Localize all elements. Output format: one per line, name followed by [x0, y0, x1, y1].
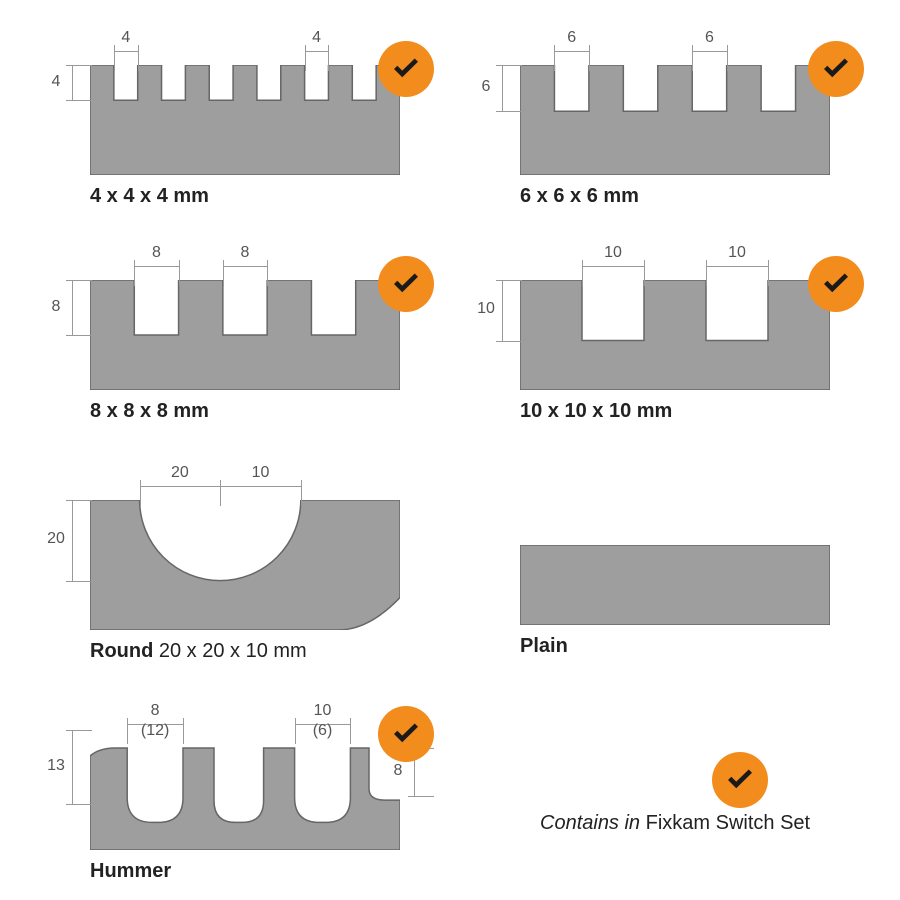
- legend-text: Contains in Fixkam Switch Set: [540, 812, 810, 835]
- dimension-label: 6: [557, 29, 587, 47]
- dimension-label: 4: [44, 73, 68, 91]
- dimension-label: 6: [474, 78, 498, 96]
- trowel-shape: [90, 65, 400, 175]
- trowel-shape: [520, 65, 830, 175]
- trowel-shape: [520, 545, 830, 625]
- dimension-label: 10: [598, 244, 628, 262]
- trowel-caption: Hummer: [90, 860, 171, 883]
- trowel-caption: 6 x 6 x 6 mm: [520, 185, 639, 208]
- dimension-label: 8: [386, 762, 410, 780]
- dimension-label: 20: [165, 464, 195, 482]
- trowel-caption: 10 x 10 x 10 mm: [520, 400, 672, 423]
- included-check-icon: [378, 41, 434, 97]
- legend-plain: Fixkam Switch Set: [646, 812, 810, 834]
- trowel-caption: Plain: [520, 635, 568, 658]
- included-check-icon: [378, 256, 434, 312]
- dimension-label: 20: [44, 530, 68, 548]
- dimension-label: 8: [230, 244, 260, 262]
- dimension-label: 10: [722, 244, 752, 262]
- dimension-label: 10: [474, 300, 498, 318]
- trowel-caption: 8 x 8 x 8 mm: [90, 400, 209, 423]
- dimension-label: 13: [44, 757, 68, 775]
- dimension-label: 10: [308, 702, 338, 720]
- dimension-label: 8: [140, 702, 170, 720]
- dimension-label: 6: [694, 29, 724, 47]
- legend-italic: Contains in: [540, 812, 646, 834]
- trowel-shape: [90, 280, 400, 390]
- included-check-icon: [808, 256, 864, 312]
- trowel-shape: [90, 500, 400, 630]
- caption-main: Round: [90, 640, 153, 662]
- trowel-shape: [520, 280, 830, 390]
- included-check-icon: [808, 41, 864, 97]
- dimension-label: 8: [44, 298, 68, 316]
- included-check-icon: [378, 706, 434, 762]
- dimension-label: 10: [246, 464, 276, 482]
- dimension-label: 4: [302, 29, 332, 47]
- legend-check-icon: [712, 752, 768, 808]
- dimension-label: 4: [111, 29, 141, 47]
- trowel-caption: Round 20 x 20 x 10 mm: [90, 640, 307, 663]
- caption-sub: 20 x 20 x 10 mm: [159, 640, 307, 662]
- trowel-shape: [90, 730, 400, 850]
- trowel-caption: 4 x 4 x 4 mm: [90, 185, 209, 208]
- dimension-label: 8: [141, 244, 171, 262]
